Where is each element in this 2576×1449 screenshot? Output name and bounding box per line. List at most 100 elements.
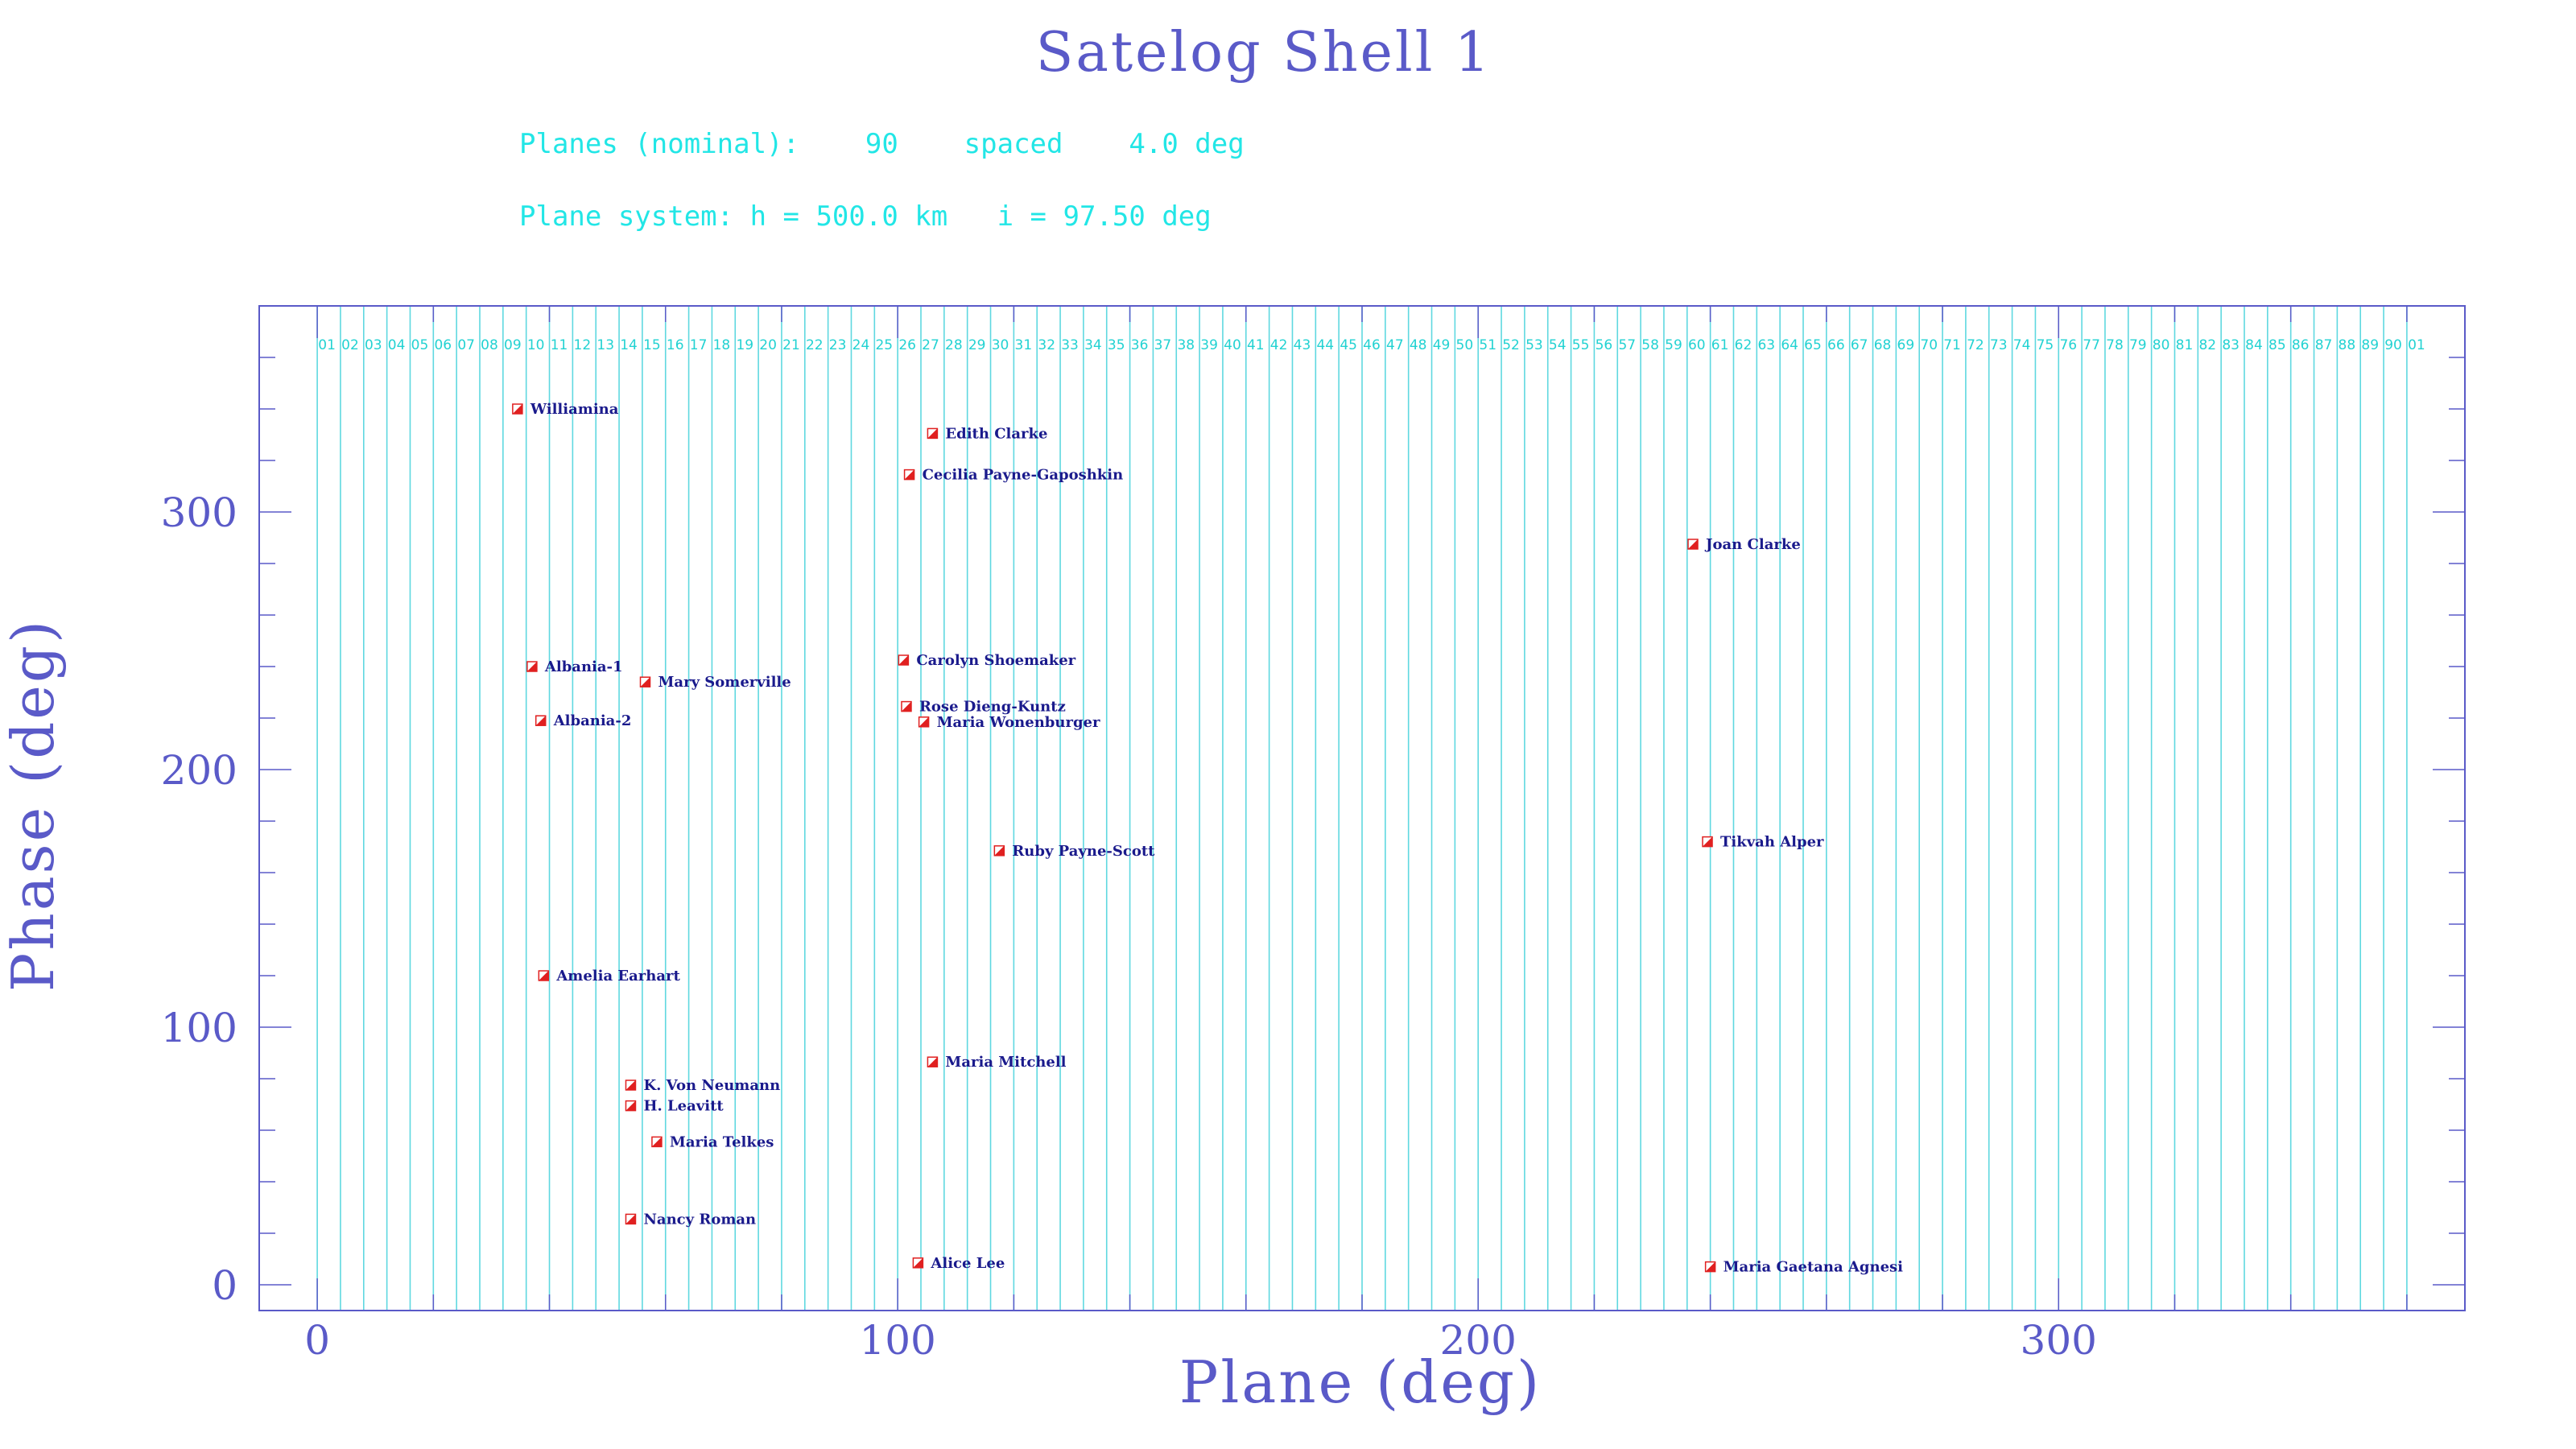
plane-number-label: 29 [968,337,986,353]
x-tick-label: 300 [2021,1317,2097,1364]
satellite-marker [901,701,911,712]
satellite-label: Maria Telkes [670,1133,774,1150]
plane-number-label: 52 [1502,337,1520,353]
satellite-label: Rose Dieng-Kuntz [919,699,1066,716]
x-tick-label: 0 [304,1317,330,1364]
plane-number-label: 86 [2292,337,2310,353]
plane-number-label: 83 [2222,337,2240,353]
y-tick-label: 200 [161,747,237,794]
satellite-point: Williamina [512,401,619,418]
plane-number-label: 68 [1874,337,1892,353]
plane-number-label: 31 [1015,337,1033,353]
satellite-marker [1703,836,1713,847]
plane-number-label: 10 [527,337,545,353]
tick-labels: 0 100 200 300 0 100 200 300 [161,489,2097,1364]
satellite-marker [927,428,938,439]
satellite-label: Joan Clarke [1704,536,1801,553]
y-tick-label: 300 [161,489,237,536]
plane-number-label: 25 [875,337,893,353]
plane-number-label: 55 [1572,337,1590,353]
plane-number-label: 59 [1665,337,1682,353]
satellite-label: Maria Wonenburger [937,714,1100,731]
plane-number-label: 88 [2339,337,2356,353]
satellite-label: Williamina [530,401,619,418]
plane-number-label: 15 [643,337,661,353]
satellite-marker [919,716,929,727]
plane-number-label: 36 [1131,337,1149,353]
plane-number-label: 51 [1479,337,1496,353]
satellite-label: Alice Lee [930,1255,1005,1272]
planes-info-line: Planes (nominal): 90 spaced 4.0 deg [519,128,1245,160]
satellite-point: Tikvah Alper [1702,834,1824,851]
plane-number-label: 07 [457,337,475,353]
satellite-point: Maria Gaetana Agnesi [1704,1259,1903,1276]
satellite-label: Albania-1 [544,658,623,675]
plane-number-label: 03 [365,337,382,353]
plane-number-label: 47 [1386,337,1404,353]
plane-number-label: 66 [1827,337,1845,353]
plane-number-label: 05 [411,337,429,353]
plane-number-label: 41 [1247,337,1265,353]
plane-number-label: 64 [1781,337,1798,353]
satellite-point: H. Leavitt [625,1098,724,1115]
plane-number-label: 40 [1224,337,1241,353]
plane-number-label: 17 [690,337,708,353]
plane-number-label: 30 [992,337,1009,353]
plane-number-label: 50 [1456,337,1474,353]
plane-number-label: 06 [434,337,452,353]
plane-number-label: 33 [1061,337,1079,353]
satellite-point: Amelia Earhart [538,968,680,985]
plane-system-info-line: Plane system: h = 500.0 km i = 97.50 deg [519,200,1212,233]
plane-number-label: 01 [2408,337,2425,353]
plane-number-label: 76 [2059,337,2077,353]
satellite-marker [512,404,522,414]
plane-number-label: 02 [341,337,359,353]
satellite-marker [1688,539,1698,549]
plane-number-label: 44 [1316,337,1334,353]
plot-frame [258,305,2466,1311]
satellite-label: Cecilia Payne-Gaposhkin [923,467,1124,484]
satellite-point: Albania-1 [526,658,623,675]
satellite-marker [994,845,1005,856]
x-tick-label: 200 [1439,1317,1516,1364]
satellite-label: Edith Clarke [945,425,1047,442]
plane-number-label: 37 [1154,337,1172,353]
plane-number-label: 71 [1943,337,1961,353]
satellite-marker [526,662,537,671]
plane-number-label: 04 [388,337,406,353]
chart-title: Satelog Shell 1 [1036,21,1492,85]
plane-number-label: 53 [1525,337,1543,353]
plane-number-label: 13 [597,337,614,353]
plane-number-label: 74 [2013,337,2031,353]
y-tick-label: 100 [161,1005,237,1051]
plane-number-label: 46 [1363,337,1381,353]
satellite-marker [1705,1261,1715,1272]
satellite-point: Albania-2 [535,712,631,729]
plane-number-label: 09 [504,337,522,353]
y-tick-label: 0 [212,1262,237,1309]
plane-number-label: 28 [945,337,963,353]
satellite-point: Edith Clarke [927,425,1047,442]
plane-number-label: 77 [2083,337,2100,353]
plane-number-label: 26 [898,337,916,353]
plane-number-label: 35 [1108,337,1125,353]
axis-ticks [259,306,2465,1311]
satellite-label: Amelia Earhart [555,968,680,985]
satellite-marker [539,971,549,980]
plane-number-label: 48 [1410,337,1427,353]
satellite-point: Maria Wonenburger [918,714,1100,731]
plane-number-label: 75 [2037,337,2054,353]
satellite-marker [625,1100,636,1111]
satellite-label: Nancy Roman [643,1211,756,1228]
plane-number-label: 85 [2268,337,2286,353]
plane-number-label: 12 [574,337,592,353]
plane-number-label: 22 [806,337,824,353]
plane-number-label: 90 [2384,337,2402,353]
satellite-label: Tikvah Alper [1720,834,1824,851]
satellite-marker [898,655,909,665]
satellite-point: Carolyn Shoemaker [898,652,1076,669]
plane-number-label: 61 [1711,337,1729,353]
satellite-marker [625,1214,636,1224]
satellite-point: Nancy Roman [625,1211,756,1228]
